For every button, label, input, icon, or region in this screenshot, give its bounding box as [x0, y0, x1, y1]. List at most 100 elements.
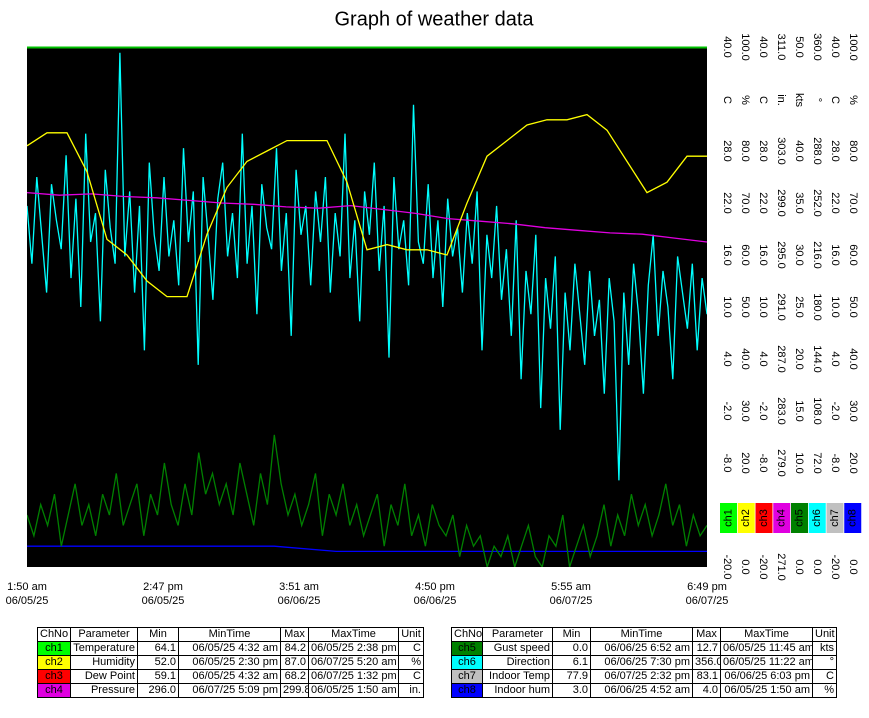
channel-box [720, 503, 737, 533]
y-tick-label: 40.0 [829, 36, 841, 57]
table-cell: 06/06/25 4:52 am [590, 683, 693, 698]
table-header: Max [692, 627, 721, 642]
table-cell: 06/05/25 1:50 am [308, 683, 399, 698]
y-tick-label: 80.0 [847, 140, 859, 161]
y-tick-label: 22.0 [721, 192, 733, 213]
table-cell: 6.1 [552, 655, 591, 670]
table-row: ch3 Dew Point 59.1 06/05/25 4:32 am 68.2 06/0… [37, 669, 424, 684]
y-tick-label: 35.0 [793, 192, 805, 213]
channel-box [808, 503, 826, 533]
channel-label: ch4 [776, 509, 788, 527]
y-tick-label: 0.0 [739, 559, 751, 574]
table-cell: 06/07/25 5:20 am [308, 655, 399, 670]
table-cell: Temperature [70, 641, 138, 656]
y-tick-label: 360.0 [811, 33, 823, 61]
chart: Graph of weather data 1:50 am 06/05/25 2:4… [6, 8, 862, 607]
table-cell: 06/07/25 1:32 pm [308, 669, 399, 684]
table-cell: ch7 [451, 669, 483, 684]
y-tick-label: -20.0 [721, 554, 733, 579]
table-row: ch8 Indoor hum 3.0 06/06/25 4:52 am 4.0 06/05… [451, 683, 837, 698]
y-tick-label: 20.0 [847, 452, 859, 473]
channel-label: ch3 [758, 509, 770, 527]
table-cell: % [812, 683, 837, 698]
series-line [27, 52, 707, 481]
table-cell: 06/05/25 11:22 am [720, 655, 813, 670]
y-tick-label: -20.0 [829, 554, 841, 579]
table-header: Unit [812, 627, 837, 642]
table-cell: 52.0 [137, 655, 179, 670]
table-cell: kts [812, 641, 837, 656]
table-cell: C [398, 641, 424, 656]
table-cell: Indoor Temp [482, 669, 553, 684]
y-tick-label: 60.0 [739, 244, 751, 265]
x-tick-time: 6:49 pm [687, 581, 727, 593]
y-tick-label: -8.0 [721, 454, 733, 473]
table-cell: C [812, 669, 837, 684]
table-header: Min [137, 627, 179, 642]
table-cell: 06/05/25 11:45 am [720, 641, 813, 656]
axis-unit: % [739, 95, 751, 105]
x-tick-time: 1:50 am [7, 581, 47, 593]
table-cell: ch3 [37, 669, 71, 684]
y-tick-label: -20.0 [757, 554, 769, 579]
table-cell: in. [398, 683, 424, 698]
table-header: Min [552, 627, 591, 642]
table-header: Parameter [482, 627, 553, 642]
table-cell: 299.8 [280, 683, 309, 698]
series-line [27, 191, 707, 243]
channel-label: ch5 [793, 509, 805, 527]
y-tick-label: 144.0 [811, 345, 823, 373]
y-tick-label: 216.0 [811, 241, 823, 269]
y-tick-label: 72.0 [811, 452, 823, 473]
channel-box [755, 503, 773, 533]
y-tick-label: 4.0 [829, 351, 841, 366]
table-header: Unit [398, 627, 424, 642]
table-cell: ch4 [37, 683, 71, 698]
table-cell: ch5 [451, 641, 483, 656]
y-tick-label: -2.0 [757, 402, 769, 421]
table-cell: 77.9 [552, 669, 591, 684]
y-tick-label: 0.0 [793, 559, 805, 574]
table-cell: 64.1 [137, 641, 179, 656]
y-tick-label: 287.0 [775, 345, 787, 373]
axis-unit: C [721, 96, 733, 104]
table-row: ch7 Indoor Temp 77.9 06/07/25 2:32 pm 83.1 06… [451, 669, 837, 684]
table-cell: 356.0 [692, 655, 721, 670]
y-tick-label: 16.0 [757, 244, 769, 265]
x-tick-date: 06/07/25 [686, 595, 729, 607]
channel-box [773, 503, 791, 533]
y-tick-label: -8.0 [757, 454, 769, 473]
y-tick-label: 100.0 [739, 33, 751, 61]
x-tick-time: 3:51 am [279, 581, 319, 593]
table-cell: 06/06/25 6:03 pm [720, 669, 813, 684]
x-tick-time: 4:50 pm [415, 581, 455, 593]
y-tick-label: 0.0 [811, 559, 823, 574]
channel-box [826, 503, 844, 533]
y-tick-label: 20.0 [739, 452, 751, 473]
channel-box [737, 503, 755, 533]
y-tick-label: 28.0 [829, 140, 841, 161]
table-cell: 87.0 [280, 655, 309, 670]
x-tick-date: 06/06/25 [278, 595, 321, 607]
table-row: ch2 Humidity 52.0 06/05/25 2:30 pm 87.0 06/07… [37, 655, 424, 670]
y-tick-label: 252.0 [811, 189, 823, 217]
table-header: Parameter [70, 627, 138, 642]
table-row: ch1 Temperature 64.1 06/05/25 4:32 am 84.2 06… [37, 641, 424, 656]
axis-unit: ° [811, 98, 823, 102]
table-cell: C [398, 669, 424, 684]
channel-label: ch1 [722, 509, 734, 527]
table-header: ChNo [451, 627, 483, 642]
table-header: ChNo [37, 627, 71, 642]
table-header-row: ChNo Parameter Min MinTime Max MaxTime Unit [451, 627, 837, 642]
y-tick-label: 299.0 [775, 189, 787, 217]
table-cell: 06/05/25 2:30 pm [178, 655, 281, 670]
table-cell: ch2 [37, 655, 71, 670]
table-cell: Gust speed [482, 641, 553, 656]
table-cell: Indoor hum [482, 683, 553, 698]
table-cell: 3.0 [552, 683, 591, 698]
y-tick-label: 108.0 [811, 397, 823, 425]
table-cell: 06/05/25 1:50 am [720, 683, 813, 698]
table-cell: 83.1 [692, 669, 721, 684]
table-cell: 06/05/25 4:32 am [178, 641, 281, 656]
y-tick-label: 50.0 [739, 296, 751, 317]
